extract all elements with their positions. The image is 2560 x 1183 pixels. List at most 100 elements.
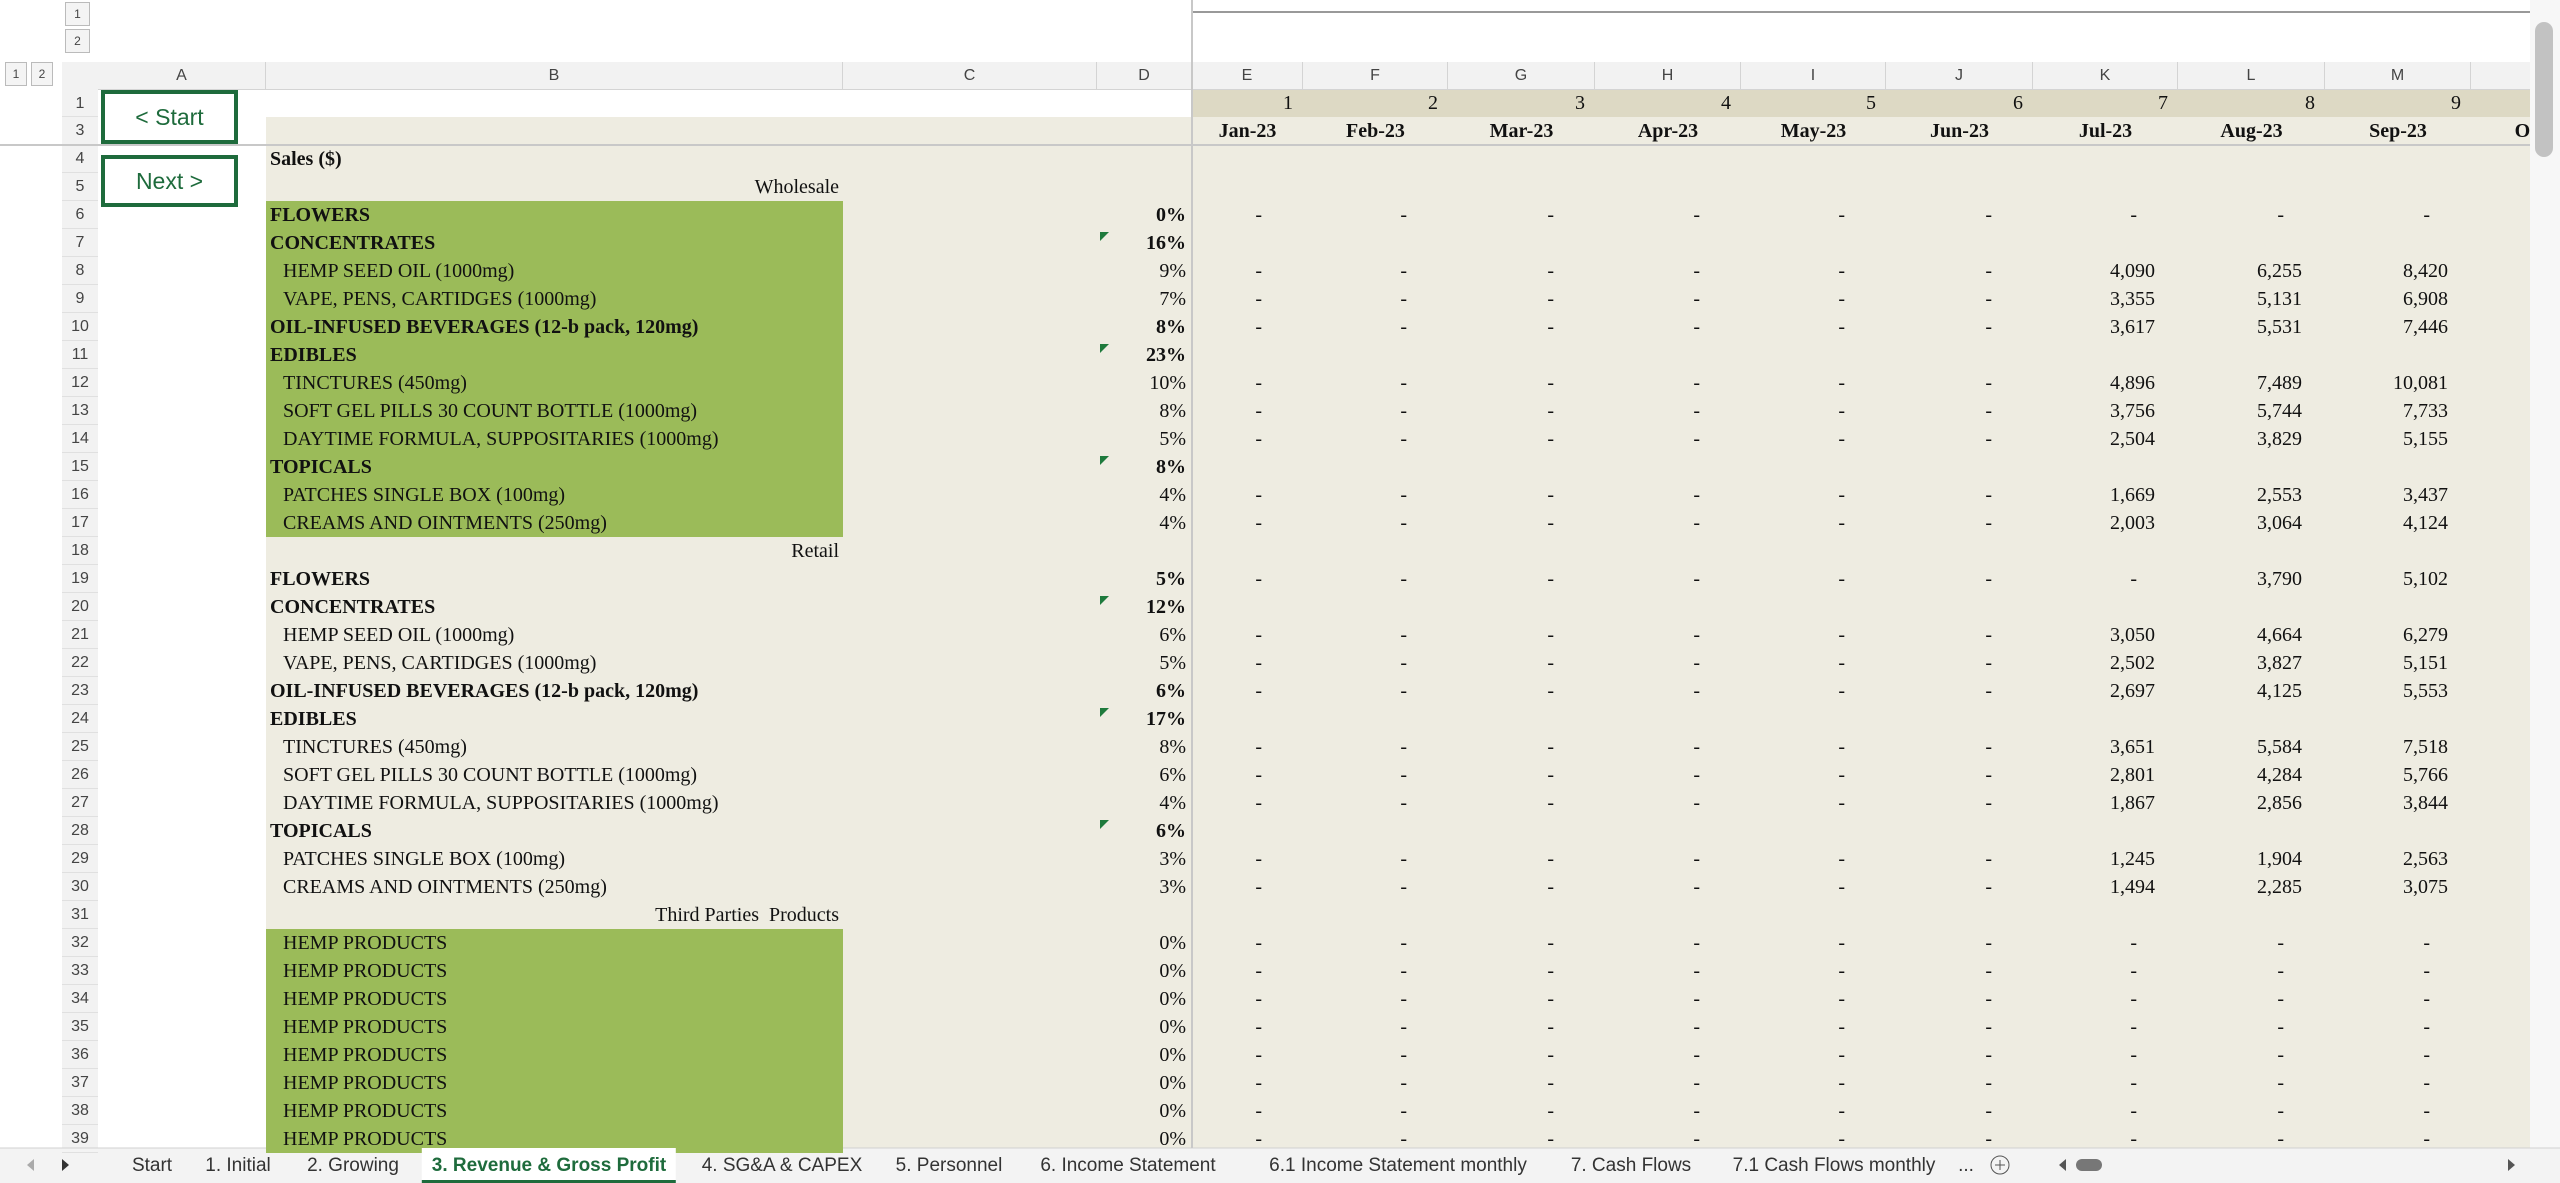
value-cell: - <box>1985 512 1992 534</box>
row-header[interactable]: 19 <box>62 565 98 593</box>
scroll-thumb[interactable] <box>2535 22 2553 157</box>
outline-button[interactable]: 2 <box>65 29 90 53</box>
column-header[interactable]: J <box>1886 62 2033 90</box>
value-cell: - <box>1838 428 1845 450</box>
row-header[interactable]: 36 <box>62 1041 98 1069</box>
value-cell: - <box>1255 428 1262 450</box>
row-header[interactable]: 37 <box>62 1069 98 1097</box>
column-header[interactable]: B <box>266 62 843 90</box>
sheet-tab[interactable]: 4. SG&A & CAPEX <box>701 1155 863 1176</box>
row-header[interactable]: 32 <box>62 929 98 957</box>
add-sheet[interactable] <box>1990 1155 2010 1175</box>
sheet-tab[interactable]: Start <box>131 1155 173 1176</box>
sheet-tab[interactable]: 3. Revenue & Gross Profit <box>421 1148 677 1183</box>
row-header[interactable]: 7 <box>62 229 98 257</box>
tab-prev[interactable] <box>27 1159 34 1171</box>
row-header[interactable]: 25 <box>62 733 98 761</box>
row-header[interactable]: 1 <box>62 90 98 117</box>
sheet-tab[interactable]: ... <box>1958 1155 1974 1176</box>
hscroll-thumb[interactable] <box>2076 1159 2102 1171</box>
row-header[interactable]: 23 <box>62 677 98 705</box>
row-label: TINCTURES (450mg) <box>283 372 467 394</box>
value-cell: - <box>1985 960 1992 982</box>
row-header[interactable]: 24 <box>62 705 98 733</box>
column-header[interactable]: D <box>1097 62 1192 90</box>
row-header[interactable]: 10 <box>62 313 98 341</box>
value-cell: - <box>2130 204 2137 226</box>
sheet-tab[interactable]: 7. Cash Flows <box>1570 1155 1692 1176</box>
outline-button[interactable]: 2 <box>31 62 53 86</box>
value-cell: - <box>2423 1044 2430 1066</box>
row-header[interactable]: 17 <box>62 509 98 537</box>
column-header[interactable] <box>2471 62 2530 90</box>
row-header[interactable]: 33 <box>62 957 98 985</box>
column-header[interactable]: C <box>843 62 1097 90</box>
sheet-tab[interactable]: 1. Initial <box>205 1155 271 1176</box>
value-cell: 6,279 <box>2403 624 2448 646</box>
row-header[interactable]: 31 <box>62 901 98 929</box>
row-header[interactable]: 29 <box>62 845 98 873</box>
row-header[interactable]: 38 <box>62 1097 98 1125</box>
row-header[interactable]: 6 <box>62 201 98 229</box>
row-label: HEMP SEED OIL (1000mg) <box>283 260 515 282</box>
row-header[interactable]: 11 <box>62 341 98 369</box>
sheet-tab[interactable]: 6.1 Income Statement monthly <box>1269 1155 1527 1176</box>
outline-button[interactable]: 1 <box>65 2 90 26</box>
row-header[interactable]: 13 <box>62 397 98 425</box>
row-header[interactable]: 9 <box>62 285 98 313</box>
outline-button[interactable]: 1 <box>5 62 27 86</box>
row-header[interactable]: 4 <box>62 145 98 173</box>
value-cell: - <box>1400 652 1407 674</box>
row-header[interactable]: 3 <box>62 117 98 145</box>
row-header[interactable]: 12 <box>62 369 98 397</box>
column-header[interactable]: L <box>2178 62 2325 90</box>
value-cell: - <box>1547 204 1554 226</box>
value-cell: - <box>1547 288 1554 310</box>
tab-next[interactable] <box>62 1159 69 1171</box>
period-number: 6 <box>2013 92 2023 114</box>
value-cell: - <box>1400 848 1407 870</box>
row-header[interactable]: 21 <box>62 621 98 649</box>
nav-button[interactable]: < Start <box>101 90 238 144</box>
hscroll-right[interactable] <box>2508 1159 2515 1171</box>
row-header[interactable]: 8 <box>62 257 98 285</box>
value-cell: - <box>1400 568 1407 590</box>
vertical-scrollbar[interactable] <box>2530 0 2560 1148</box>
row-header[interactable]: 34 <box>62 985 98 1013</box>
row-header[interactable]: 22 <box>62 649 98 677</box>
column-header[interactable]: F <box>1303 62 1448 90</box>
column-header[interactable]: A <box>98 62 266 90</box>
value-cell: - <box>1547 1044 1554 1066</box>
row-header[interactable]: 15 <box>62 453 98 481</box>
row-header[interactable]: 39 <box>62 1125 98 1153</box>
hscroll-left[interactable] <box>2059 1159 2066 1171</box>
green-cell <box>266 1097 843 1125</box>
row-header[interactable]: 18 <box>62 537 98 565</box>
row-header[interactable]: 28 <box>62 817 98 845</box>
value-cell: - <box>2277 1016 2284 1038</box>
value-cell: 2,502 <box>2110 652 2155 674</box>
row-header[interactable]: 20 <box>62 593 98 621</box>
value-cell: - <box>1255 988 1262 1010</box>
row-header[interactable]: 26 <box>62 761 98 789</box>
row-header[interactable]: 27 <box>62 789 98 817</box>
column-header[interactable]: E <box>1192 62 1303 90</box>
nav-button[interactable]: Next > <box>101 155 238 207</box>
column-header[interactable]: H <box>1595 62 1741 90</box>
row-header[interactable]: 30 <box>62 873 98 901</box>
sheet-tab[interactable]: 2. Growing <box>307 1155 399 1176</box>
row-header[interactable]: 16 <box>62 481 98 509</box>
row-header[interactable]: 14 <box>62 425 98 453</box>
column-header[interactable]: G <box>1448 62 1595 90</box>
percent: 12% <box>1146 596 1186 618</box>
column-header[interactable]: K <box>2033 62 2178 90</box>
sheet-tab[interactable]: 6. Income Statement <box>1040 1155 1216 1176</box>
column-header[interactable]: I <box>1741 62 1886 90</box>
add-sheet-plus[interactable] <box>1995 1160 2005 1170</box>
row-header[interactable]: 5 <box>62 173 98 201</box>
column-header[interactable]: M <box>2325 62 2471 90</box>
sheet-tab[interactable]: 7.1 Cash Flows monthly <box>1732 1155 1936 1176</box>
sheet-tab[interactable]: 5. Personnel <box>895 1155 1003 1176</box>
row-header[interactable]: 35 <box>62 1013 98 1041</box>
green-cell <box>266 201 843 229</box>
